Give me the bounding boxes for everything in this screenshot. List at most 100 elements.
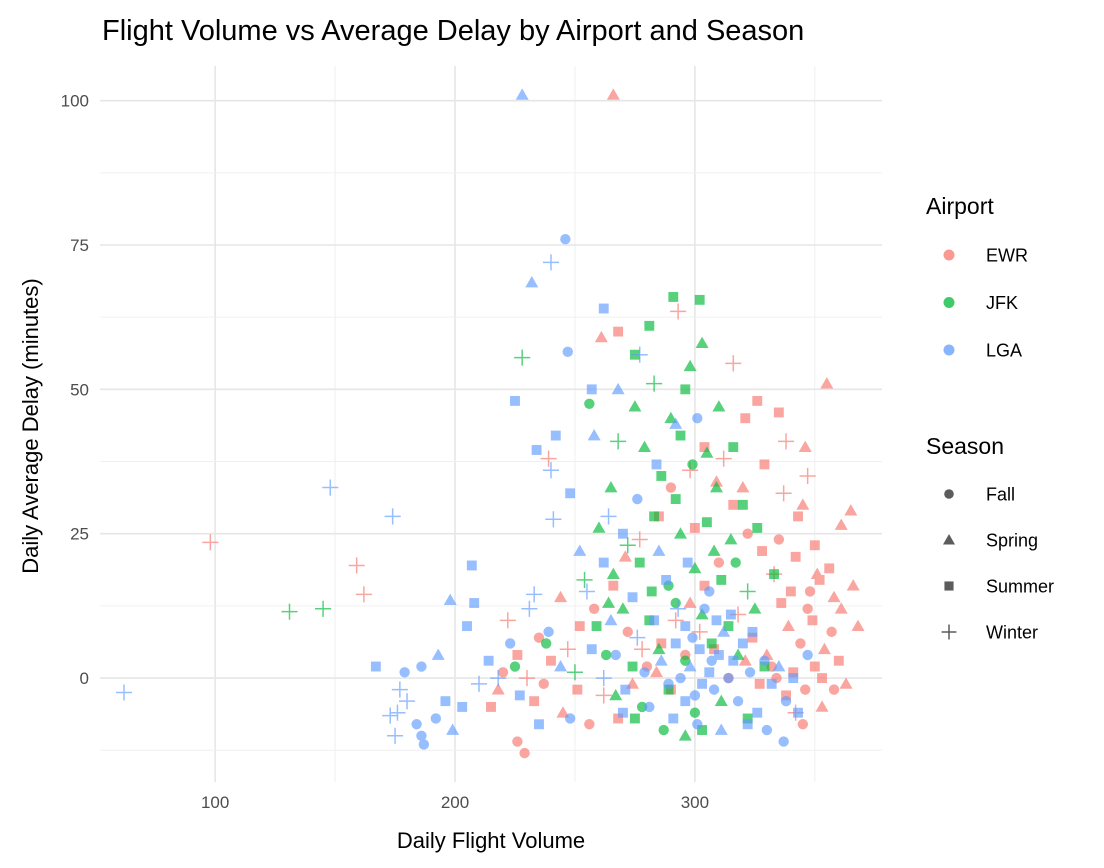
data-point [650,665,664,678]
data-point [610,649,621,661]
data-point [675,430,686,441]
data-point [315,600,332,617]
data-point [790,551,801,562]
data-point [778,736,789,747]
y-tick-label: 0 [80,669,89,688]
legend-key-lga [943,344,955,356]
data-point [533,632,545,643]
data-point [773,534,785,545]
data-point [788,667,799,678]
data-point [627,661,638,672]
data-point [851,619,865,631]
data-point [566,664,584,681]
data-point [469,598,480,608]
data-point [793,707,803,718]
data-point [704,667,715,678]
data-point [616,602,630,614]
data-point [573,544,587,556]
legend-label: LGA [986,341,1022,361]
data-point [430,713,442,724]
data-point [389,704,406,721]
data-point [759,459,770,470]
data-point [617,528,628,539]
data-point [613,713,624,724]
data-point [462,621,472,632]
legend-label: JFK [986,293,1018,313]
data-point [586,644,597,655]
data-point [711,615,722,626]
series-ewr [202,88,865,759]
data-point [800,684,811,695]
data-point [663,684,674,695]
data-point [691,623,708,640]
data-point [810,567,824,580]
y-tick-label: 75 [70,236,89,255]
data-point [798,440,812,452]
data-point [576,571,593,588]
data-point [678,729,692,741]
data-point [757,546,768,556]
data-point [737,638,748,649]
data-point [661,574,672,585]
data-point [799,467,816,485]
data-point [709,475,723,487]
data-point [689,690,701,701]
legend-shape-plus [941,624,957,640]
data-point [740,413,751,424]
data-point [709,481,723,493]
data-point [761,724,773,736]
plot-grid [100,66,882,782]
data-point [490,670,507,687]
data-point [470,675,488,692]
data-point [491,683,505,695]
legend-label: Winter [986,623,1038,643]
data-point [728,655,739,666]
data-point [509,661,521,672]
data-point [431,648,445,660]
data-point [725,355,742,372]
data-point [824,563,835,574]
data-point [742,713,753,724]
data-point [646,375,663,392]
data-point [724,532,738,545]
data-point [723,621,734,632]
data-point [817,673,827,684]
data-point [515,88,529,100]
data-point [386,727,404,744]
data-point [709,644,720,655]
data-point [688,561,702,574]
data-point [534,719,544,730]
data-point [839,677,853,689]
data-point [651,459,662,470]
data-point [559,641,576,658]
data-point [598,303,609,314]
data-point [483,655,494,666]
data-point [504,638,516,649]
data-point [609,688,623,701]
data-point [695,336,709,349]
data-point [440,696,451,707]
data-point [540,638,552,649]
data-point [834,602,848,614]
data-point [670,597,681,609]
data-point [739,583,756,600]
x-axis-title: Daily Flight Volume [397,828,585,853]
data-point [732,695,744,707]
y-axis-ticks: 0 25 50 75 100 [61,92,89,688]
data-point [804,586,816,597]
data-point [776,598,787,608]
data-point [680,621,691,632]
data-point [670,638,681,649]
data-point [663,678,674,690]
x-axis-ticks: 100 200 300 [201,793,709,812]
data-point [443,593,457,605]
data-point [602,596,616,608]
data-point [591,621,602,632]
data-point [788,673,799,684]
x-tick-label: 300 [681,793,709,812]
data-point [773,407,784,418]
data-point [692,413,703,424]
data-point [682,557,693,568]
data-point [584,719,595,730]
data-point [669,417,683,429]
